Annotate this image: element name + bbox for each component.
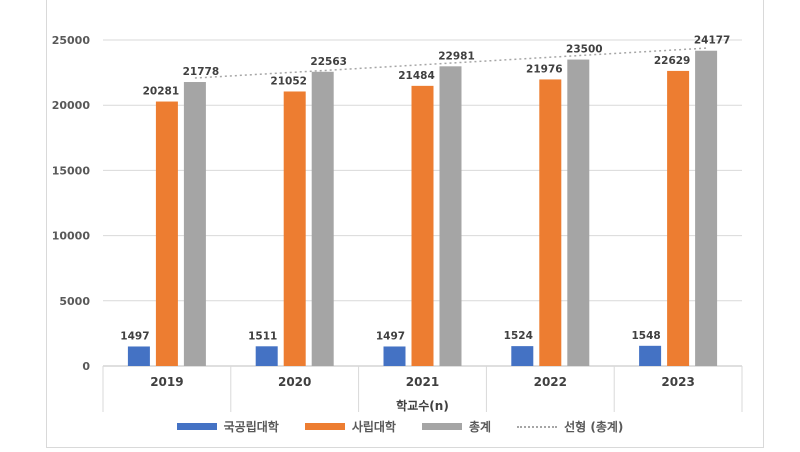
x-tick-label: 2022 <box>534 375 567 389</box>
x-tick-label: 2023 <box>661 375 694 389</box>
legend-swatch-private <box>304 423 345 430</box>
data-label: 1524 <box>504 330 533 342</box>
y-tick-label: 5000 <box>59 295 90 308</box>
data-label: 21976 <box>526 63 563 75</box>
data-label: 23500 <box>566 44 603 56</box>
legend-label-public: 국공립대학 <box>223 420 279 434</box>
chart-frame <box>46 0 764 448</box>
data-label: 1548 <box>631 330 660 342</box>
data-label: 24177 <box>694 35 731 47</box>
bar-total <box>439 66 462 366</box>
bar-private <box>155 101 178 366</box>
y-tick-label: 0 <box>82 360 90 373</box>
x-tick-label: 2021 <box>406 375 439 389</box>
data-label: 1511 <box>248 330 277 342</box>
legend-swatch-total <box>421 423 462 430</box>
data-label: 22981 <box>438 50 475 62</box>
data-label: 22563 <box>310 56 347 68</box>
bar-total <box>695 50 718 366</box>
bar-public <box>383 346 406 366</box>
legend-swatch-public <box>176 423 217 430</box>
x-axis-title: 학교수(n) <box>396 398 449 413</box>
bar-total <box>311 71 334 367</box>
bar-public <box>511 346 534 366</box>
y-tick-label: 15000 <box>52 164 91 177</box>
legend-swatch-trendline <box>517 425 558 428</box>
data-label: 21778 <box>183 66 220 78</box>
legend-item-private: 사립대학 <box>304 418 396 435</box>
bar-private <box>539 79 562 367</box>
data-label: 20281 <box>143 86 180 98</box>
data-label: 1497 <box>376 330 405 342</box>
y-tick-label: 20000 <box>52 99 91 112</box>
bar-public <box>255 346 278 366</box>
bar-public <box>127 346 150 366</box>
bar-private <box>411 85 434 367</box>
legend-label-private: 사립대학 <box>351 420 396 434</box>
bar-total <box>183 82 206 366</box>
trendline <box>194 47 707 79</box>
bar-private <box>283 91 306 366</box>
bar-private <box>667 70 690 366</box>
legend-item-total: 총계 <box>421 418 492 435</box>
y-tick-label: 10000 <box>52 230 91 243</box>
legend-label-total: 총계 <box>468 420 492 434</box>
x-tick-label: 2019 <box>150 375 183 389</box>
data-label: 21052 <box>270 75 307 87</box>
legend-item-public: 국공립대학 <box>176 418 279 435</box>
bar-public <box>639 345 662 366</box>
legend-label-trendline: 선형 (총계) <box>564 420 624 434</box>
data-label: 21484 <box>398 70 435 82</box>
legend-item-trendline: 선형 (총계) <box>517 418 623 435</box>
data-label: 1497 <box>120 330 149 342</box>
x-tick-label: 2020 <box>278 375 311 389</box>
y-tick-label: 25000 <box>52 34 91 47</box>
data-label: 22629 <box>654 55 691 67</box>
bar-total <box>567 59 590 367</box>
legend: 국공립대학 사립대학 총계 선형 (총계) <box>0 418 800 435</box>
